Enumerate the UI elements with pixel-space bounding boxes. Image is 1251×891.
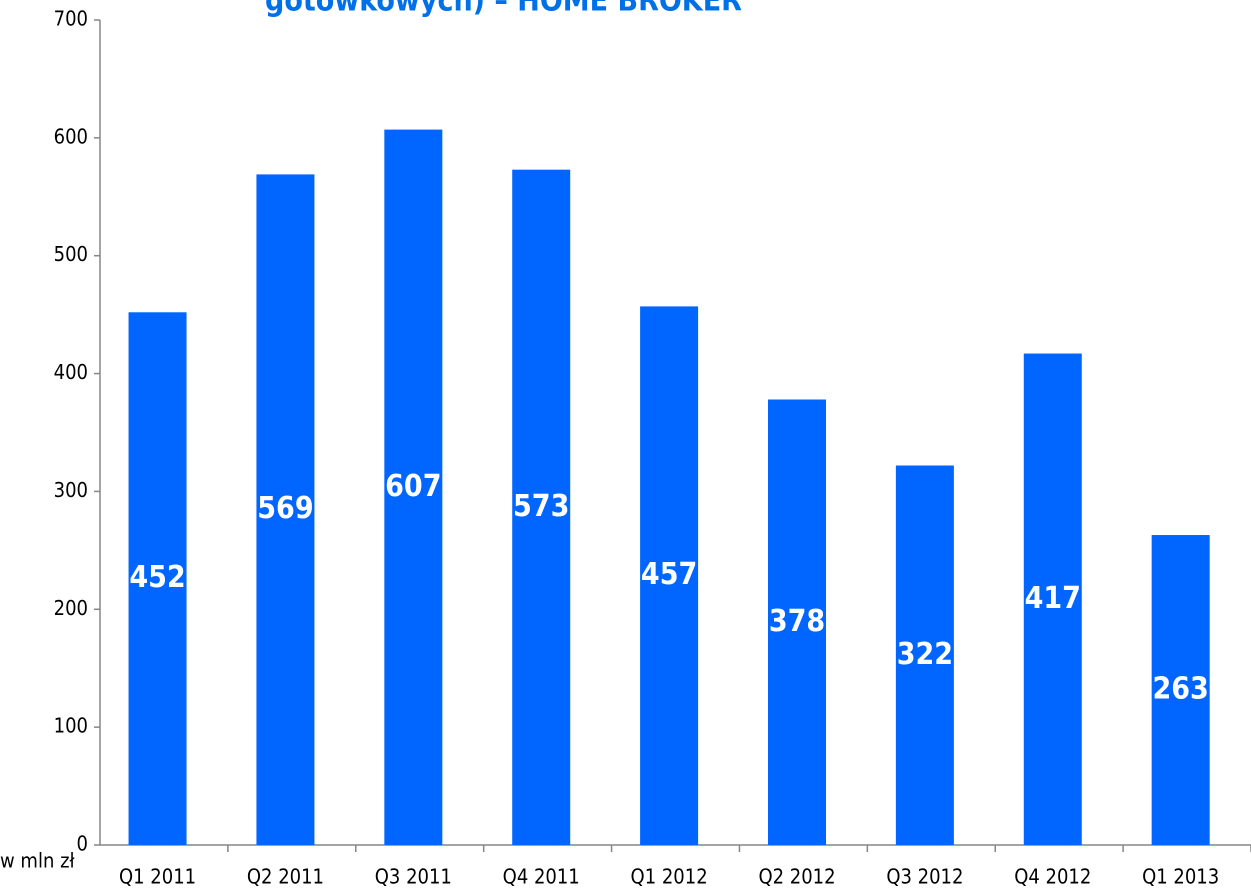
chart-title: gotówkowych) – HOME BROKER [265, 0, 742, 19]
unit-label: w mln zł [0, 849, 76, 873]
y-tick-label: 600 [54, 124, 88, 148]
value-label: 457 [641, 557, 697, 592]
x-tick-label: Q4 2011 [503, 865, 580, 889]
value-label: 263 [1152, 672, 1208, 707]
x-tick-label: Q1 2013 [1142, 865, 1219, 889]
value-label: 378 [769, 604, 825, 639]
x-tick-label: Q2 2012 [758, 865, 835, 889]
value-label: 607 [385, 469, 441, 504]
y-tick-label: 700 [54, 7, 88, 31]
x-tick-label: Q4 2012 [1014, 865, 1091, 889]
x-tick-label: Q1 2011 [119, 865, 196, 889]
y-tick-label: 400 [54, 360, 88, 384]
y-tick-label: 300 [54, 478, 88, 502]
value-label: 569 [257, 491, 313, 526]
x-tick-label: Q2 2011 [247, 865, 324, 889]
bar [1151, 535, 1210, 845]
bar [128, 312, 187, 845]
y-tick-label: 500 [54, 242, 88, 266]
value-label: 417 [1025, 581, 1081, 616]
bar [384, 129, 443, 845]
value-label: 573 [513, 489, 569, 524]
y-tick-label: 100 [54, 714, 88, 738]
bar [640, 306, 699, 846]
y-tick-label: 200 [54, 596, 88, 620]
x-tick-label: Q1 2012 [631, 865, 708, 889]
bar [767, 399, 826, 845]
bar [256, 174, 315, 846]
bar [1023, 353, 1082, 845]
y-tick-label: 0 [77, 832, 88, 856]
value-label: 452 [129, 560, 185, 595]
x-tick-label: Q3 2012 [886, 865, 963, 889]
value-label: 322 [897, 637, 953, 672]
x-tick-label: Q3 2011 [375, 865, 452, 889]
bar [895, 465, 954, 845]
bar [512, 169, 571, 845]
